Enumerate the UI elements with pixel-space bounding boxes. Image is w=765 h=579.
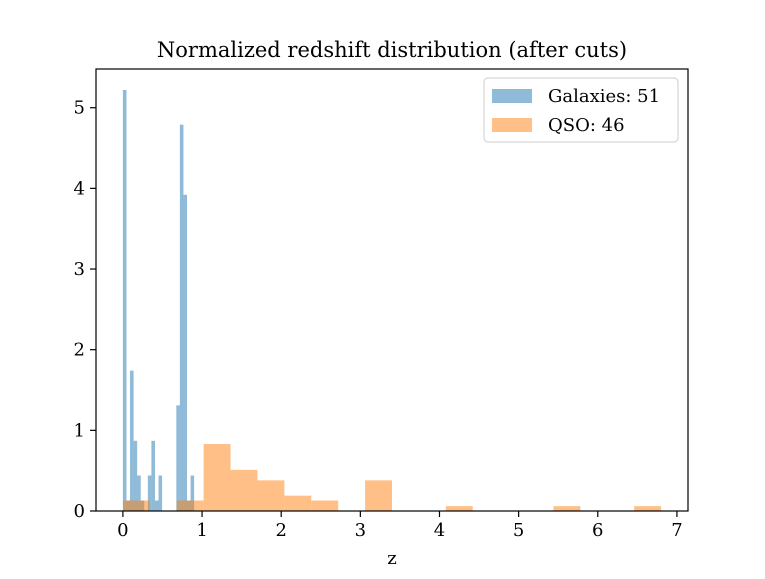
bar-0-14 [190, 475, 195, 511]
bar-0-9 [158, 475, 163, 511]
legend: Galaxies: 51 QSO: 46 [483, 77, 679, 143]
x-axis-label: z [387, 548, 396, 569]
bar-1-6 [284, 495, 312, 511]
chart-title: Normalized redshift distribution (after … [157, 38, 627, 62]
y-tick-label-1: 1 [74, 420, 85, 441]
bar-1-8 [365, 480, 392, 511]
bar-1-4 [230, 469, 258, 511]
x-tick-label-1: 1 [196, 520, 207, 541]
bar-1-3 [203, 444, 231, 511]
legend-label-qso: QSO: 46 [548, 115, 625, 136]
y-tick-label-3: 3 [74, 259, 85, 280]
y-tick-label-0: 0 [74, 501, 85, 522]
bar-0-11 [179, 124, 184, 511]
bar-1-9 [445, 506, 473, 511]
bar-1-10 [553, 506, 581, 511]
legend-box [483, 77, 679, 143]
bar-0-7 [151, 440, 155, 511]
y-tick-label-4: 4 [74, 178, 85, 199]
series-0 [122, 89, 195, 512]
x-tick-label-0: 0 [117, 520, 128, 541]
series-1 [122, 444, 662, 511]
x-tick-label-6: 6 [592, 520, 603, 541]
ticks-layer: 0 1 2 3 4 5 6 7 0 1 2 3 4 5 [74, 98, 683, 541]
bar-0-0 [122, 89, 127, 512]
y-tick-label-2: 2 [74, 340, 85, 361]
bar-1-2 [176, 500, 204, 511]
bar-1-11 [634, 506, 662, 511]
bars-layer [122, 89, 662, 512]
legend-label-galaxies: Galaxies: 51 [548, 86, 660, 107]
x-tick-label-3: 3 [355, 520, 366, 541]
legend-swatch-galaxies [492, 89, 532, 103]
x-tick-label-4: 4 [434, 520, 445, 541]
legend-swatch-qso [492, 118, 532, 132]
bar-0-6 [147, 475, 152, 511]
bar-1-0 [122, 500, 150, 511]
bar-0-10 [176, 405, 180, 511]
x-tick-label-2: 2 [275, 520, 286, 541]
plot-frame [95, 68, 689, 512]
bar-1-7 [311, 500, 339, 511]
y-tick-label-5: 5 [74, 98, 85, 119]
bar-0-3 [133, 440, 138, 511]
bar-1-5 [257, 480, 285, 511]
bar-0-8 [154, 500, 159, 511]
bar-0-12 [183, 194, 188, 511]
bar-0-4 [137, 475, 141, 511]
x-tick-label-5: 5 [513, 520, 524, 541]
bar-0-2 [130, 370, 134, 511]
x-tick-label-7: 7 [671, 520, 682, 541]
